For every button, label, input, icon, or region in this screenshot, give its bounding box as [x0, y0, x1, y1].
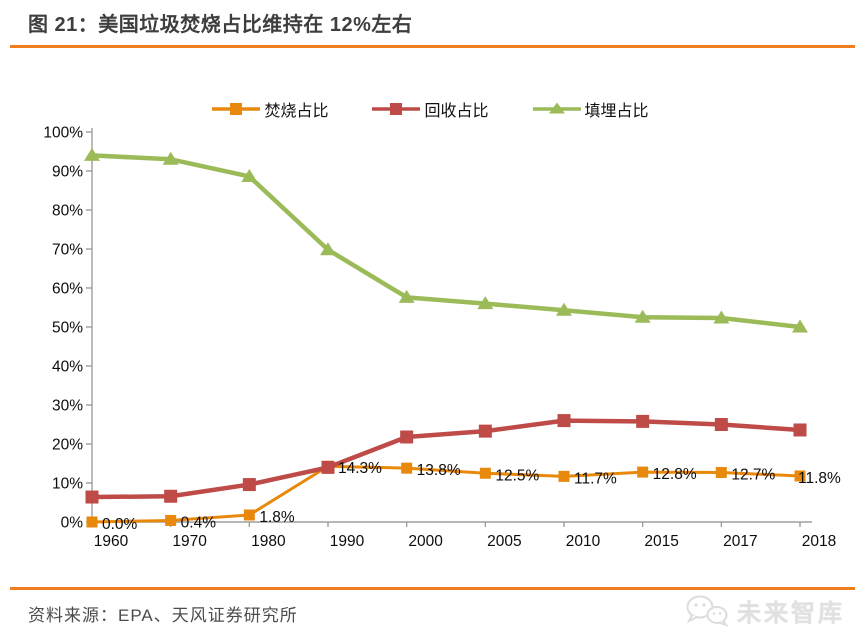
x-axis-label: 1960 [94, 533, 129, 550]
data-label: 11.7% [574, 470, 617, 487]
data-label: 12.7% [731, 466, 775, 483]
legend-label-landfill: 填埋占比 [584, 103, 649, 120]
y-axis-label: 30% [52, 398, 83, 415]
legend-label-recycling: 回收占比 [424, 103, 489, 120]
x-axis-label: 2005 [487, 533, 521, 550]
recycling-marker [557, 414, 571, 428]
data-label: 13.8% [417, 462, 461, 479]
y-axis-label: 100% [43, 125, 83, 142]
data-label: 11.8% [798, 470, 841, 487]
line-chart: 0% 10% 20% 30% 40% 50% 60% 70% 80% 90% 100% 1960 197… [43, 125, 841, 551]
recycling-marker [321, 460, 335, 474]
square-marker-icon [390, 103, 403, 115]
x-axis-label: 1990 [330, 533, 365, 550]
incineration-series-line [91, 464, 801, 524]
landfill-marker [634, 309, 651, 323]
x-axis-label: 1970 [172, 533, 207, 550]
title-divider [10, 45, 855, 48]
legend-item-recycling: 回收占比 [372, 97, 489, 121]
incineration-marker [558, 470, 570, 482]
recycling-legend-swatch [372, 103, 421, 115]
y-axis-label: 40% [52, 359, 83, 376]
recycling-marker [242, 478, 256, 492]
x-axis-label: 1980 [251, 533, 286, 550]
legend-item-landfill: 填埋占比 [532, 97, 649, 121]
data-label: 12.5% [495, 467, 539, 484]
data-label: 12.8% [653, 466, 697, 483]
triangle-marker-icon [548, 102, 565, 114]
square-marker-icon [230, 103, 243, 115]
incineration-legend-swatch [212, 103, 261, 115]
data-label: 0.0% [102, 516, 138, 533]
landfill-marker [556, 302, 572, 316]
recycling-marker [636, 414, 650, 428]
y-axis-label: 10% [52, 476, 83, 493]
recycling-marker [478, 424, 492, 438]
y-axis-label: 70% [52, 242, 83, 259]
recycling-marker [714, 418, 728, 431]
x-axis-label: 2017 [723, 533, 757, 550]
figure-title: 图 21：美国垃圾焚烧占比维持在 12%左右 [28, 14, 413, 36]
wechat-icon [686, 595, 729, 627]
legend-label-incineration: 焚烧占比 [264, 103, 329, 120]
data-label: 14.3% [338, 460, 382, 477]
watermark-text: 未来智库 [737, 600, 845, 628]
data-label: 1.8% [259, 509, 295, 526]
landfill-series-line [91, 153, 801, 330]
incineration-marker [401, 462, 413, 474]
recycling-series-line [91, 418, 801, 500]
footer-divider [10, 587, 855, 590]
x-axis-label: 2000 [408, 533, 443, 550]
y-axis-label: 20% [52, 437, 83, 454]
incineration-marker [165, 514, 177, 526]
landfill-marker [477, 296, 494, 310]
incineration-marker [86, 516, 98, 528]
y-axis-label: 80% [52, 203, 83, 220]
x-axis-label: 2010 [566, 533, 601, 550]
y-axis-label: 60% [52, 281, 83, 298]
recycling-marker [85, 490, 99, 504]
data-label: 0.4% [181, 514, 217, 531]
landfill-legend-swatch [532, 102, 581, 114]
watermark: 未来智库 [685, 593, 845, 628]
recycling-marker [400, 430, 414, 444]
landfill-marker [792, 319, 808, 333]
y-axis-label: 0% [61, 515, 84, 532]
incineration-marker [637, 466, 649, 478]
landfill-marker [162, 151, 179, 165]
landfill-marker [398, 289, 415, 303]
x-axis-label: 2018 [802, 533, 836, 550]
incineration-marker [243, 509, 255, 521]
y-axis-label: 90% [52, 164, 83, 181]
incineration-marker [794, 470, 806, 482]
y-axis-label: 50% [52, 320, 83, 337]
legend-item-incineration: 焚烧占比 [212, 97, 328, 121]
incineration-marker [715, 466, 727, 478]
chart-legend: 焚烧占比 回收占比 填埋占比 [0, 97, 861, 121]
landfill-marker [84, 147, 100, 161]
recycling-marker [793, 423, 807, 437]
incineration-marker [479, 467, 491, 479]
source-note: 资料来源：EPA、天风证券研究所 [28, 606, 298, 625]
x-axis-label: 2015 [644, 533, 678, 550]
landfill-marker [241, 168, 258, 182]
landfill-marker [713, 310, 730, 324]
landfill-marker [320, 242, 336, 256]
recycling-marker [164, 489, 178, 503]
